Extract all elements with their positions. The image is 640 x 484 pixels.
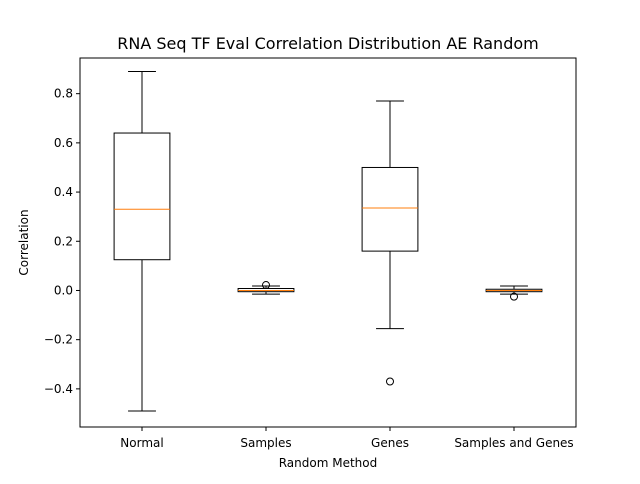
x-tick-label: Normal	[120, 436, 163, 450]
y-tick-label: −0.2	[44, 333, 73, 347]
y-tick-label: 0.4	[54, 185, 73, 199]
outlier-point	[386, 377, 394, 386]
box-series	[113, 71, 543, 412]
box-samples-and-genes	[485, 285, 543, 301]
outlier-point	[510, 292, 518, 301]
y-tick-label: 0.2	[54, 234, 73, 248]
x-tick-label: Genes	[371, 436, 409, 450]
box-normal	[113, 71, 171, 412]
box-samples	[237, 281, 295, 295]
chart-title: RNA Seq TF Eval Correlation Distribution…	[117, 34, 538, 53]
y-tick-label: 0.8	[54, 87, 73, 101]
y-tick-label: 0.6	[54, 136, 73, 150]
y-tick-label: −0.4	[44, 382, 73, 396]
x-axis: Normal Samples Genes Samples and Genes	[120, 427, 574, 450]
y-axis-label: Correlation	[17, 209, 31, 275]
box-genes	[361, 100, 419, 386]
y-tick-label: 0.0	[54, 283, 73, 297]
x-tick-label: Samples and Genes	[454, 436, 573, 450]
iqr-box	[113, 132, 171, 261]
outlier-point	[262, 281, 270, 290]
x-axis-label: Random Method	[279, 456, 378, 470]
plot-frame	[79, 57, 577, 428]
iqr-box	[361, 166, 419, 252]
x-tick-label: Samples	[240, 436, 291, 450]
y-axis: −0.4 −0.2 0.0 0.2 0.4 0.6 0.8	[44, 87, 80, 396]
